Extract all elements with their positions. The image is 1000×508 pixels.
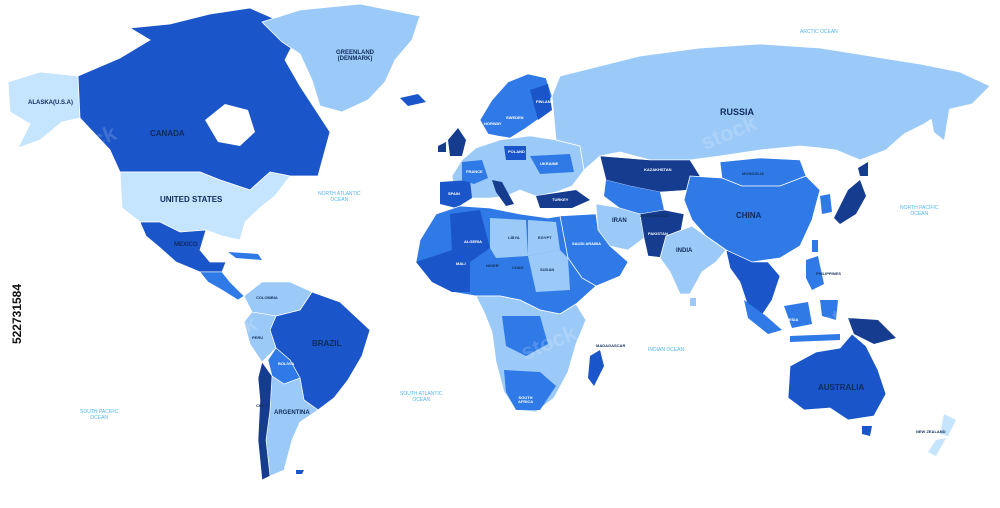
southern-africa — [504, 370, 556, 410]
iceland — [400, 94, 426, 106]
label-afghanistan: AFGHANISTAN — [640, 213, 669, 218]
label-norway: NORWAY — [484, 121, 502, 126]
label-spain: SPAIN — [448, 191, 460, 196]
label-indian-ocean: INDIAN OCEAN — [648, 347, 685, 353]
finland — [530, 84, 552, 120]
madagascar-shape — [588, 350, 604, 386]
alaska-shape — [7, 71, 81, 149]
label-madagascar: MADAGASCAR — [596, 343, 626, 348]
label-bolivia: BOLIVIA — [278, 361, 295, 366]
label-turkey: TURKEY — [552, 197, 569, 202]
label-north-atlantic: NORTH ATLANTIC OCEAN — [318, 191, 361, 203]
southeast-asia — [725, 249, 781, 319]
philippines-shape — [806, 256, 824, 290]
poland — [504, 146, 526, 160]
label-colombia: COLOMBIA — [256, 295, 278, 300]
uk-ireland — [438, 128, 466, 156]
spain-portugal — [440, 180, 472, 208]
russia-shape — [551, 43, 991, 171]
japan — [834, 162, 868, 224]
west-africa — [416, 250, 470, 292]
label-argentina: ARGENTINA — [274, 410, 310, 416]
label-algeria: ALGERIA — [464, 239, 482, 244]
label-united-states: UNITED STATES — [160, 195, 223, 204]
label-egypt: EGYPT — [538, 235, 552, 240]
label-india: INDIA — [676, 248, 693, 254]
label-south-atlantic: SOUTH ATLANTIC OCEAN — [400, 391, 443, 403]
label-philippines: PHILIPPINES — [816, 271, 841, 276]
greenland-shape — [261, 3, 421, 113]
label-indonesia: INDONESIA — [776, 317, 799, 322]
stock-id-text: 522731584 — [10, 283, 24, 345]
label-libya: LIBYA — [508, 235, 520, 240]
algeria-shape — [450, 210, 490, 262]
label-canada: CANADA — [150, 129, 185, 138]
new-zealand-shape — [928, 414, 956, 456]
label-chile: CHILE — [256, 403, 268, 408]
label-new-zealand: NEW ZEALAND — [916, 429, 946, 434]
central-asia — [604, 180, 664, 214]
taiwan — [812, 240, 818, 252]
label-alaska: ALASKA(U.S.A) — [28, 100, 73, 106]
label-mongolia: MONGOLIA — [742, 171, 764, 176]
label-arctic-ocean: ARCTIC OCEAN — [800, 29, 838, 35]
label-france: FRANCE — [466, 169, 483, 174]
europe-mainland — [451, 135, 585, 199]
australia-shape — [787, 333, 887, 421]
label-niger: NIGER — [486, 263, 499, 268]
label-finland: FINLAND — [536, 99, 554, 104]
label-australia: AUSTRALIA — [818, 383, 865, 392]
mexico-shape — [139, 221, 227, 273]
label-ukraine: UKRAINE — [540, 161, 559, 166]
label-north-pacific: NORTH PACIFIC OCEAN — [900, 205, 939, 217]
label-russia: RUSSIA — [720, 107, 755, 117]
label-brazil: BRAZIL — [312, 339, 342, 348]
label-pakistan: PAKISTAN — [648, 231, 668, 236]
central-america — [199, 271, 245, 301]
label-south-pacific: SOUTH PACIFIC OCEAN — [80, 409, 119, 421]
label-mali: MALI — [456, 261, 466, 266]
stock-id-vertical: 522731584 — [10, 254, 24, 374]
libya-shape — [490, 218, 528, 258]
new-guinea — [848, 318, 896, 344]
italy — [492, 180, 514, 206]
kamchatka — [930, 104, 950, 140]
cuba — [228, 252, 262, 260]
sri-lanka — [690, 298, 696, 306]
label-saudi-arabia: SAUDI ARABIA — [572, 241, 601, 246]
hudson-bay — [205, 104, 255, 146]
label-sudan: SUDAN — [540, 267, 555, 272]
label-poland: POLAND — [508, 149, 525, 154]
label-mexico: MEXICO — [174, 242, 198, 248]
china-shape — [683, 175, 821, 263]
turkey-shape — [536, 190, 590, 208]
label-iran: IRAN — [612, 218, 627, 224]
chile-shape — [257, 361, 273, 481]
indonesia-shape — [744, 300, 840, 342]
label-peru: PERU — [252, 335, 264, 340]
label-chad: CHAD — [512, 265, 524, 270]
korea — [820, 194, 832, 214]
india-shape — [659, 225, 727, 295]
sudan-shape — [528, 250, 570, 292]
ukraine — [530, 154, 574, 174]
france — [462, 160, 488, 184]
dr-congo — [502, 316, 548, 356]
label-kazakhstan: KAZAKHSTAN — [644, 167, 672, 172]
egypt-shape — [528, 220, 560, 256]
tasmania — [862, 426, 872, 436]
peru-shape — [243, 311, 277, 363]
label-sweden: SWEDEN — [506, 115, 524, 120]
label-china: CHINA — [736, 211, 762, 220]
falklands — [296, 470, 304, 474]
label-south-africa: SOUTH AFRICA — [518, 395, 534, 405]
label-greenland: GREENLAND (DENMARK) — [336, 50, 375, 63]
